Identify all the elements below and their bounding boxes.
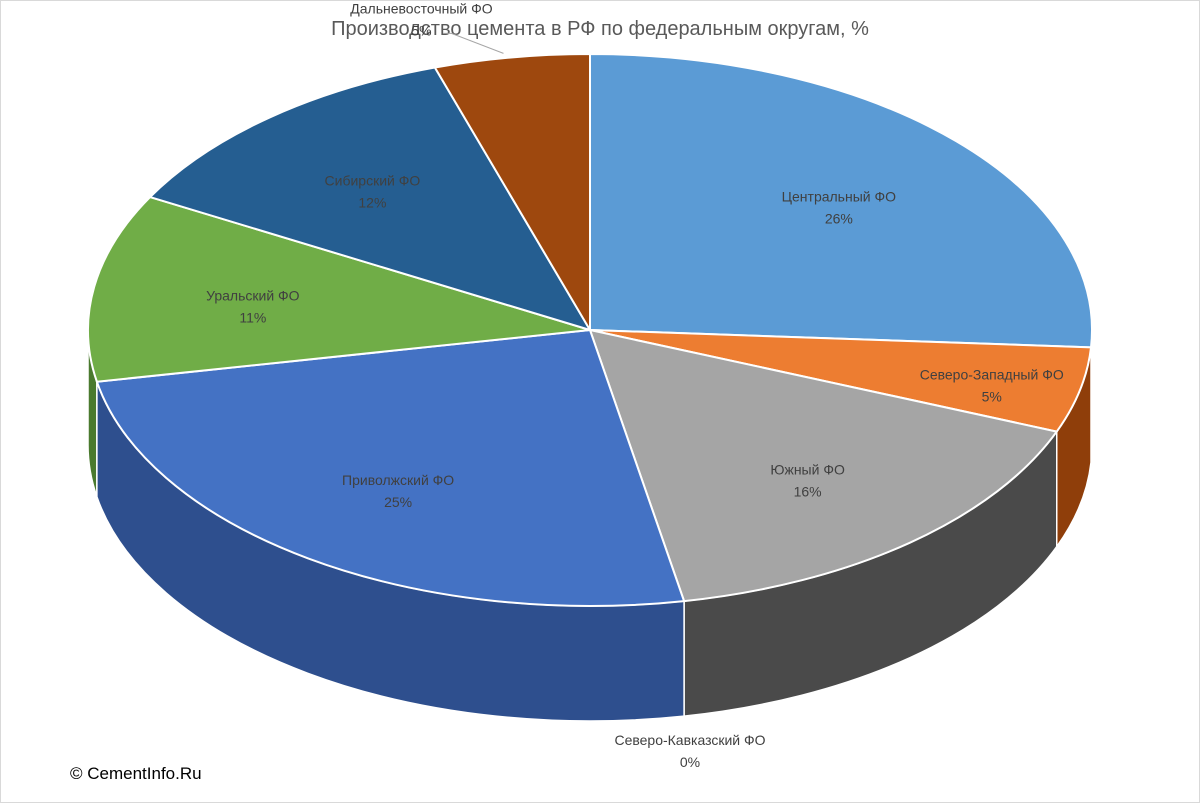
pie-slice-2 (589, 329, 1058, 603)
slice-label-1: Северо-Западный ФО 5% (920, 366, 1064, 404)
slice-name-3: Северо-Кавказский ФО (614, 732, 765, 748)
slice-label-7: Дальневосточный ФО 5% (350, 0, 492, 38)
slice-label-0: Центральный ФО 26% (782, 189, 896, 227)
slice-value-7: 5% (411, 22, 431, 38)
pie-slices (87, 53, 1093, 607)
slice-name-0: Центральный ФО (782, 189, 896, 205)
pie-slice-1 (589, 329, 1093, 433)
slice-value-1: 5% (982, 388, 1002, 404)
pie-slice-6 (149, 66, 591, 331)
slice-name-5: Уральский ФО (206, 288, 300, 304)
leader-line-7 (443, 32, 504, 54)
slice-label-6: Сибирский ФО 12% (325, 172, 421, 210)
pie-slice-5 (87, 196, 591, 383)
slice-value-5: 11% (239, 310, 266, 326)
pie-slice-4 (95, 329, 686, 607)
pie-slice-7 (433, 53, 591, 331)
chart-title: Производство цемента в РФ по федеральным… (331, 18, 869, 40)
copyright-text: © CementInfo.Ru (70, 764, 202, 783)
slice-label-4: Приволжский ФО 25% (342, 472, 454, 510)
slice-value-6: 12% (358, 194, 386, 210)
slice-label-3: Северо-Кавказский ФО 0% (614, 732, 765, 770)
slice-name-2: Южный ФО (770, 462, 845, 478)
slice-label-5: Уральский ФО 11% (206, 288, 300, 326)
slice-value-3: 0% (680, 754, 700, 770)
slice-name-6: Сибирский ФО (325, 172, 421, 188)
slice-value-4: 25% (384, 494, 412, 510)
slice-name-1: Северо-Западный ФО (920, 366, 1064, 382)
slice-name-4: Приволжский ФО (342, 472, 454, 488)
slice-value-0: 26% (825, 211, 853, 227)
slice-value-2: 16% (794, 484, 822, 500)
pie-slice-0 (589, 53, 1093, 349)
slice-label-2: Южный ФО 16% (770, 462, 845, 500)
slice-name-7: Дальневосточный ФО (350, 0, 492, 16)
pie-labels: Центральный ФО 26% Северо-Западный ФО 5% Южн… (206, 0, 1064, 770)
